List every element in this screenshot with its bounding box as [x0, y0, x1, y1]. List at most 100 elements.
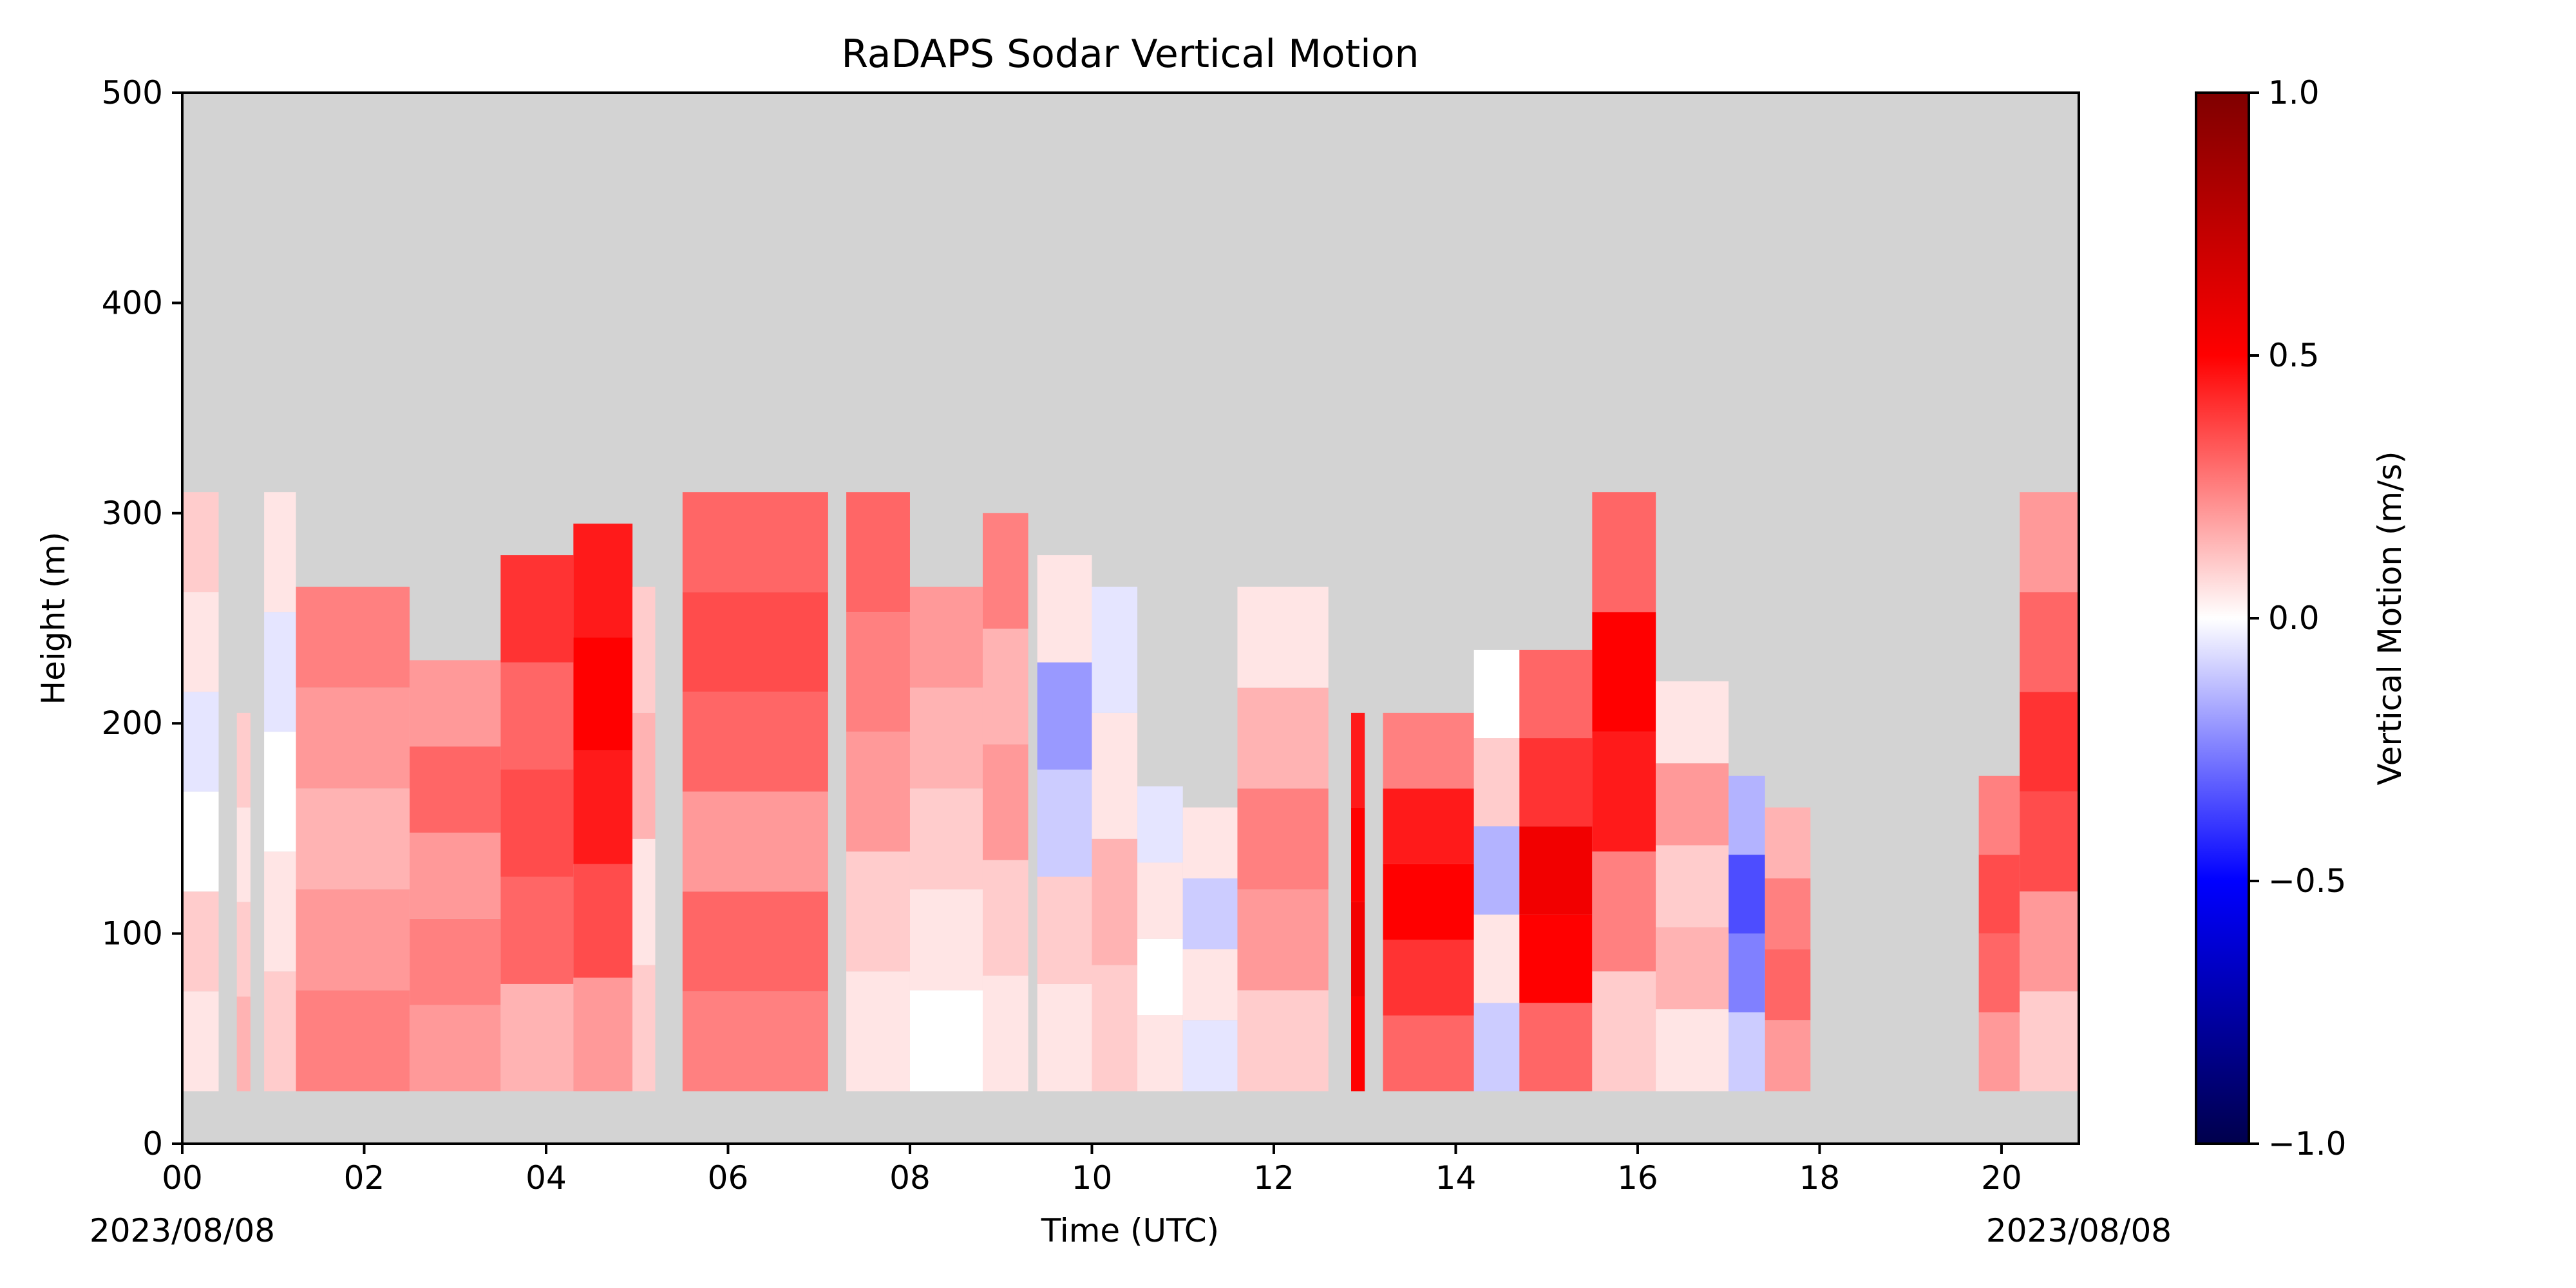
heatmap-cell [182, 692, 219, 792]
heatmap-cell [1656, 681, 1729, 764]
heatmap-cell [846, 612, 910, 732]
heatmap-cell [1473, 649, 1520, 739]
heatmap-cell [1728, 1012, 1765, 1092]
heatmap-cell [500, 555, 574, 663]
heatmap-cell [632, 712, 656, 839]
heatmap-cell [982, 629, 1028, 744]
heatmap-cell [846, 971, 910, 1092]
heatmap-cell [182, 991, 219, 1092]
colorbar-tick-label: −1.0 [2268, 1125, 2346, 1162]
heatmap-cell [1765, 949, 1811, 1021]
heatmap-cell [1765, 1020, 1811, 1092]
heatmap-cell [1519, 738, 1593, 827]
heatmap-cell [182, 592, 219, 692]
heatmap-cell [500, 662, 574, 770]
heatmap-cell [1383, 788, 1474, 864]
heatmap-cell [982, 513, 1028, 629]
heatmap-cell [682, 891, 828, 992]
colorbar-ticks: 1.0 0.5 0.0 −0.5 −1.0 [2249, 74, 2346, 1162]
heatmap-cell [1037, 662, 1092, 770]
heatmap-cell [1519, 649, 1593, 739]
heatmap-cell [1473, 914, 1520, 1003]
heatmap-cell [1037, 983, 1092, 1092]
heatmap-cell [1092, 838, 1138, 965]
heatmap-cell [1037, 876, 1092, 984]
x-tick-label: 20 [1981, 1159, 2022, 1197]
heatmap-cell [500, 983, 574, 1092]
x-tick-label: 16 [1617, 1159, 1658, 1197]
colorbar-tick-label: 1.0 [2268, 74, 2320, 111]
heatmap-cell [236, 996, 251, 1092]
heatmap-cell [296, 990, 410, 1092]
heatmap-cell [632, 838, 656, 965]
heatmap-cell [1092, 965, 1138, 1092]
heatmap-cell [909, 889, 983, 990]
heatmap-cell [296, 788, 410, 890]
heatmap-cell [2020, 592, 2079, 692]
heatmap-cell [236, 902, 251, 997]
heatmap-cell [1351, 712, 1365, 808]
heatmap-cell [1978, 1012, 2020, 1092]
heatmap-cell [1728, 775, 1765, 855]
heatmap-cell [1978, 855, 2020, 934]
y-tick-label: 400 [102, 284, 163, 321]
heatmap-cell [1037, 555, 1092, 663]
heatmap-cell [682, 592, 828, 692]
heatmap-cell [1592, 732, 1656, 852]
x-tick-label: 08 [889, 1159, 931, 1197]
heatmap-cell [2020, 791, 2079, 892]
heatmap-cell [1383, 940, 1474, 1016]
heatmap-cell [410, 660, 501, 747]
heatmap-cell [682, 791, 828, 892]
heatmap-cell [2020, 991, 2079, 1092]
heatmap-cell [1237, 889, 1329, 990]
heatmap-cell [982, 975, 1028, 1092]
heatmap-cell [1765, 807, 1811, 878]
heatmap-cells [182, 492, 2079, 1092]
heatmap-cell [182, 891, 219, 992]
heatmap-cell [1037, 770, 1092, 877]
heatmap-cell [1237, 990, 1329, 1092]
heatmap-cell [1978, 933, 2020, 1012]
heatmap-cell [182, 791, 219, 892]
heatmap-cell [296, 889, 410, 990]
colorbar-tick-label: 0.0 [2268, 600, 2320, 637]
heatmap-cell [909, 990, 983, 1092]
heatmap-cell [500, 770, 574, 877]
heatmap-cell [846, 851, 910, 972]
heatmap-cell [909, 587, 983, 688]
heatmap-cell [682, 991, 828, 1092]
x-tick-label: 18 [1799, 1159, 1841, 1197]
heatmap-cell [1237, 687, 1329, 789]
heatmap-cell [264, 612, 296, 732]
heatmap-cell [1351, 902, 1365, 997]
y-tick-label: 300 [102, 495, 163, 532]
heatmap-cell [1351, 807, 1365, 902]
heatmap-cell [632, 965, 656, 1092]
x-tick-label: 14 [1435, 1159, 1477, 1197]
plot-frame [181, 91, 2080, 1145]
y-tick-label: 100 [102, 915, 163, 952]
heatmap-cell [1656, 927, 1729, 1010]
x-tick-label: 12 [1253, 1159, 1294, 1197]
y-axis-ticks: 0 100 200 300 400 500 [102, 74, 182, 1162]
heatmap-cell [236, 807, 251, 902]
heatmap-cell [573, 978, 633, 1092]
heatmap-cell [1728, 933, 1765, 1012]
heatmap-cell [846, 492, 910, 612]
heatmap-cell [1473, 826, 1520, 915]
heatmap-cell [296, 687, 410, 789]
colorbar [2195, 91, 2250, 1145]
heatmap-cell [1182, 878, 1238, 950]
heatmap-cell [982, 744, 1028, 860]
heatmap-cell [846, 732, 910, 852]
heatmap-cell [1978, 775, 2020, 855]
heatmap-cell [236, 712, 251, 808]
heatmap-cell [1728, 855, 1765, 934]
heatmap-cell [410, 832, 501, 919]
x-axis-ticks: 00 02 04 06 08 10 12 14 16 18 20 [162, 1144, 2022, 1197]
x-tick-label: 00 [162, 1159, 203, 1197]
x-tick-label: 06 [708, 1159, 749, 1197]
heatmap-cell [410, 918, 501, 1005]
heatmap-cell [264, 492, 296, 612]
